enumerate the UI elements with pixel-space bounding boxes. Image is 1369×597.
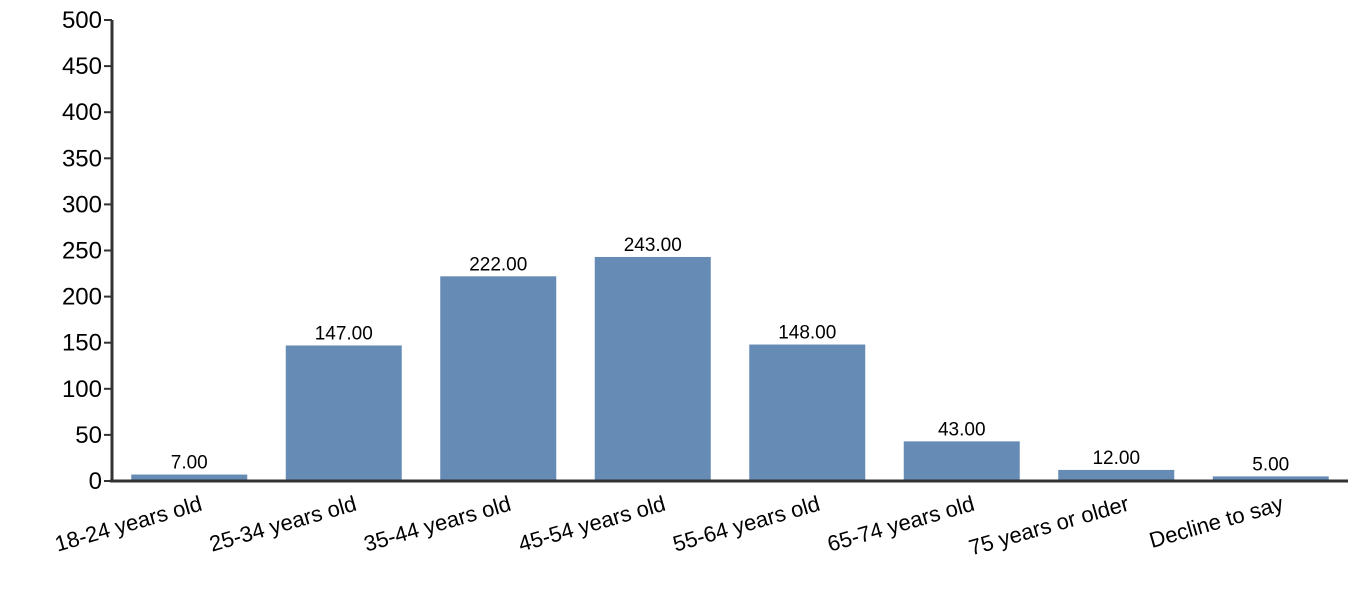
bar [903, 441, 1020, 481]
x-tick-label: 45-54 years old [515, 491, 668, 557]
y-tick-label: 400 [62, 99, 102, 126]
x-tick-label: 55-64 years old [670, 491, 823, 557]
y-tick-label: 450 [62, 53, 102, 80]
bar [131, 474, 248, 481]
value-label: 222.00 [469, 254, 527, 275]
x-tick-label: 25-34 years old [206, 491, 359, 557]
y-tick-label: 100 [62, 376, 102, 403]
x-tick-label: 35-44 years old [361, 491, 514, 557]
value-label: 148.00 [778, 323, 836, 344]
value-label: 7.00 [171, 453, 208, 474]
x-tick-label: 75 years or older [966, 491, 1132, 561]
y-tick-label: 500 [62, 7, 102, 34]
value-label: 12.00 [1092, 448, 1140, 469]
bar [285, 345, 402, 481]
y-tick-label: 50 [75, 422, 102, 449]
y-tick-label: 300 [62, 191, 102, 218]
y-tick-label: 0 [89, 468, 102, 495]
bars-group [131, 256, 1329, 481]
x-axis: 18-24 years old 25-34 years old 35-44 year… [52, 479, 1348, 561]
value-labels-group: 7.00 147.00 222.00 243.00 148.00 43.00 12.00 5.… [171, 235, 1289, 475]
y-tick-label: 250 [62, 238, 102, 265]
bar [749, 344, 866, 481]
y-axis: 0 50 100 150 200 250 300 350 400 450 500 [62, 7, 114, 495]
value-label: 243.00 [624, 235, 682, 256]
x-tick-label: 18-24 years old [52, 491, 205, 557]
bar [1212, 476, 1329, 481]
y-tick-label: 150 [62, 330, 102, 357]
value-label: 5.00 [1252, 454, 1289, 475]
value-label: 43.00 [938, 419, 986, 440]
bar [1058, 469, 1175, 481]
value-label: 147.00 [315, 323, 373, 344]
y-tick-label: 350 [62, 145, 102, 172]
y-tick-label: 200 [62, 284, 102, 311]
x-tick-label: 65-74 years old [824, 491, 977, 557]
bar [594, 256, 711, 481]
bar [440, 276, 557, 481]
x-tick-label: Decline to say [1146, 491, 1286, 553]
